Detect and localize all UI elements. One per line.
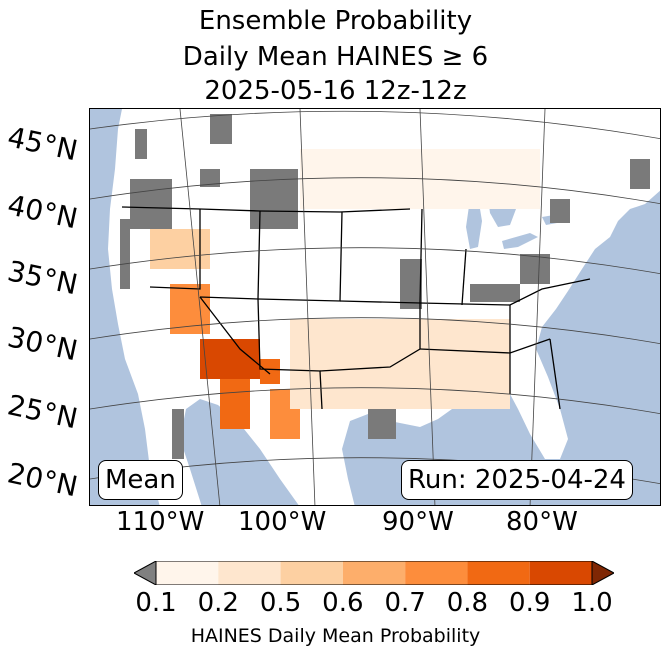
run-label-box: Run: 2025-04-24: [401, 460, 633, 500]
title-line-1: Ensemble Probability: [198, 6, 473, 36]
lon-label-100: 100°W: [238, 507, 327, 537]
missing-data-areas: [120, 114, 650, 459]
graticule: [90, 109, 660, 505]
lat-label-45: 45°N: [4, 120, 81, 168]
title-line-2: Daily Mean HAINES ≥ 6: [182, 42, 489, 72]
map-frame: [89, 108, 661, 506]
lon-label-80: 80°W: [506, 507, 578, 537]
map-canvas: [90, 109, 660, 505]
lake-erie: [502, 233, 538, 249]
colorbar-tick-label: 1.0: [571, 588, 613, 618]
lat-label-35: 35°N: [4, 254, 81, 302]
colorbar-tick-label: 0.7: [384, 588, 426, 618]
colorbar-tick-label: 0.8: [446, 588, 489, 618]
colorbar-tick-label: 0.6: [322, 588, 364, 618]
lon-label-90: 90°W: [382, 507, 454, 537]
colorbar-bin: [218, 561, 281, 585]
colorbar: [134, 561, 614, 585]
title-line-3: 2025-05-16 12z-12z: [204, 76, 467, 106]
colorbar-bins: [156, 561, 592, 585]
colorbar-bin: [529, 561, 592, 585]
mean-label-box: Mean: [98, 460, 183, 500]
colorbar-label: HAINES Daily Mean Probability: [190, 625, 481, 647]
lat-label-40: 40°N: [4, 188, 81, 236]
colorbar-tick-label: 0.9: [509, 588, 551, 618]
colorbar-bin: [342, 561, 406, 585]
lake-michigan: [466, 197, 482, 249]
colorbar-under-arrow: [134, 561, 157, 585]
colorbar-tick-label: 0.5: [259, 588, 302, 618]
lat-label-30: 30°N: [4, 320, 81, 368]
colorbar-bin: [467, 561, 530, 585]
colorbar-over-arrow: [591, 561, 614, 585]
probability-shading: [150, 149, 540, 439]
state-boundaries: [121, 206, 591, 410]
lon-label-110: 110°W: [116, 507, 205, 537]
colorbar-bin: [280, 561, 343, 585]
lat-label-20: 20°N: [4, 456, 81, 504]
colorbar-bin: [156, 561, 219, 585]
colorbar-bin: [405, 561, 468, 585]
colorbar-tick-label: 0.1: [135, 588, 177, 618]
lat-label-25: 25°N: [4, 388, 81, 436]
colorbar-tick-label: 0.2: [197, 588, 239, 618]
